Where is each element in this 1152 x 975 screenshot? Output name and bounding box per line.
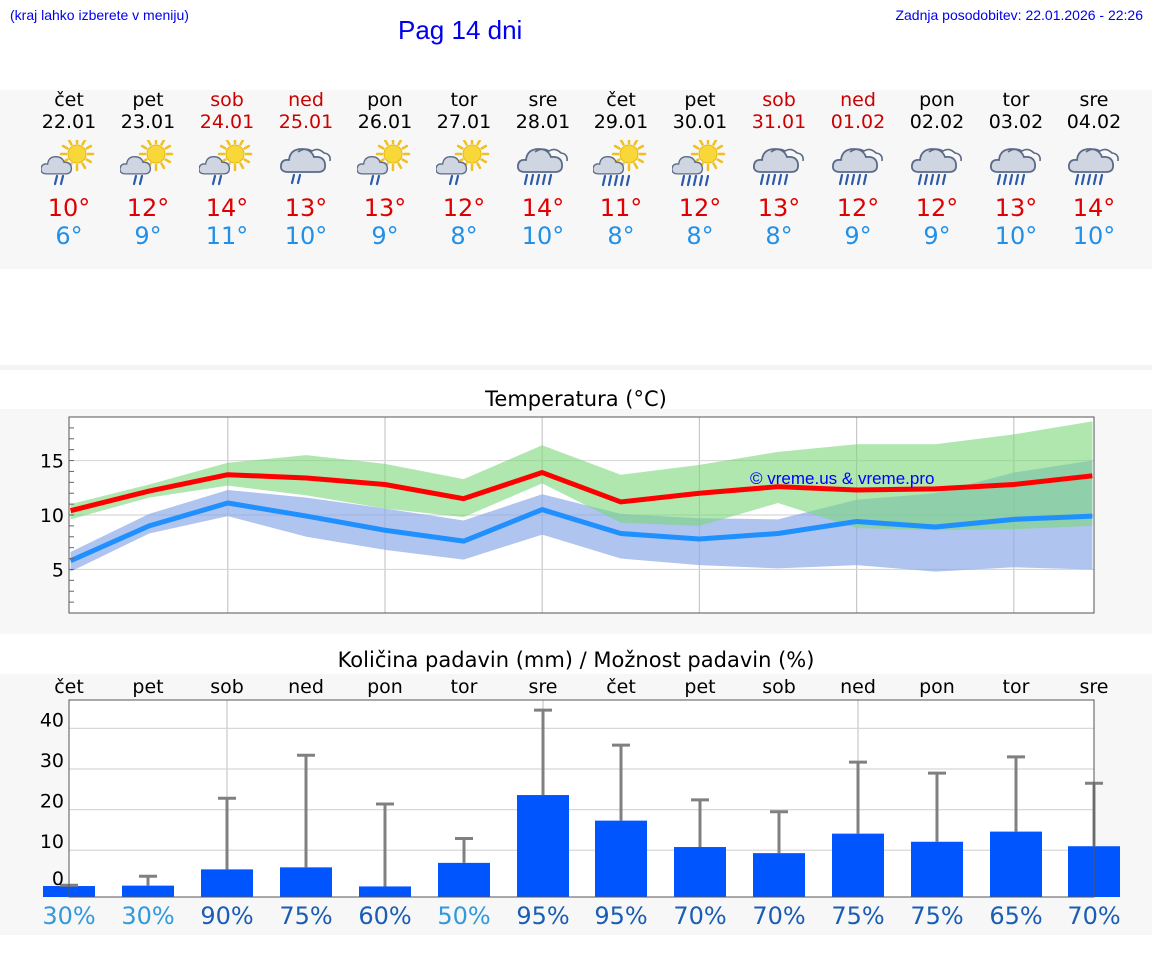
precip-bar: [517, 795, 569, 897]
precip-bar: [359, 886, 411, 897]
precip-bar: [595, 820, 647, 897]
precip-bar: [122, 885, 174, 897]
precip-bar: [753, 853, 805, 897]
min-temp-line: [69, 500, 1093, 564]
max-temp-line: [69, 470, 1093, 514]
precip-bar: [990, 831, 1042, 897]
temp-ytick-label: 15: [40, 451, 64, 473]
precip-bar: [674, 847, 726, 897]
temp-ytick-label: 10: [40, 505, 64, 527]
precipitation-chart-title: Količina padavin (mm) / Možnost padavin …: [337, 648, 815, 672]
precip-ytick-label: 30: [40, 750, 64, 772]
precip-ytick-label: 40: [40, 709, 64, 731]
divider: [0, 365, 1152, 370]
precip-bar: [832, 833, 884, 897]
precip-ytick-label: 0: [52, 868, 64, 890]
precip-bar: [438, 862, 490, 897]
watermark: © vreme.us & vreme.pro: [750, 469, 934, 488]
page-title: Pag 14 dni: [398, 15, 523, 45]
precip-ytick-label: 10: [40, 831, 64, 853]
temperature-chart-title: Temperatura (°C): [485, 387, 667, 411]
precip-plot-frame: [68, 699, 1095, 898]
precip-ytick-label: 20: [40, 791, 64, 813]
temp-ytick-label: 5: [52, 559, 64, 581]
forecast-strip: [0, 90, 1152, 269]
location-hint[interactable]: (kraj lahko izberete v meniju): [10, 7, 189, 23]
precip-bar: [201, 869, 253, 897]
last-updated: Zadnja posodobitev: 22.01.2026 - 22:26: [895, 7, 1143, 23]
max-range-band: [70, 421, 1093, 531]
min-range-band: [70, 460, 1093, 572]
precip-bar: [280, 867, 332, 897]
precip-bar: [911, 841, 963, 897]
